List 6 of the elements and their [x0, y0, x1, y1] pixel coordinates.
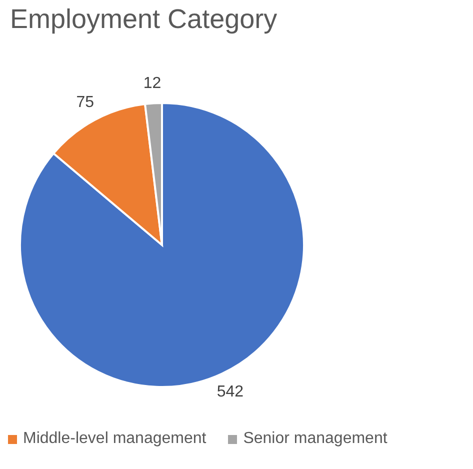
data-label: 542: [216, 383, 244, 400]
data-label: 12: [143, 74, 162, 92]
chart-title: Employment Category: [10, 4, 278, 35]
legend-label: Middle-level management: [23, 430, 206, 448]
legend-label: Senior management: [243, 430, 388, 448]
data-label: 75: [76, 94, 94, 111]
